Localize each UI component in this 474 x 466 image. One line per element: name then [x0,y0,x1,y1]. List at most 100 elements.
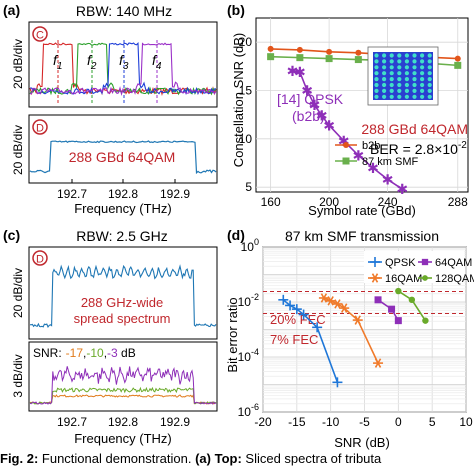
tone-label-letter: f [152,52,158,68]
constellation-point [374,53,379,58]
constellation-point [404,59,409,64]
constellation-point [427,71,432,76]
figure-canvas: (a) RBW: 140 MHz f1 f2 f3 f4 C 20 dB/div D … [3,2,474,450]
constellation-point [412,94,417,99]
panel-a-bottom-ylabel: 20 dB/div [11,125,25,175]
panel-a-top-badge [32,26,48,42]
panel-d-fec-lines [263,291,466,315]
constellation-point [412,88,417,93]
legend-label: QPSK [385,257,416,269]
constellation-point [397,94,402,99]
panel-b-letter: (b) [227,2,245,18]
panel-d-title: 87 km SMF transmission [285,228,439,244]
constellation-point [374,77,379,82]
constellation-point [427,77,432,82]
snr-trace-3 [29,366,217,405]
panel-d-xtick: 5 [429,415,436,429]
data-point: ✱ [294,64,306,80]
inset-background [373,52,433,100]
caption-bold: (a) Top: [195,452,242,466]
panel-c-bottom-ylabel: 3 dB/div [11,354,25,397]
ytick-exponent: -4 [251,347,259,357]
data-point [312,322,323,333]
panel-a-bottom-badge [32,119,48,135]
panel-d-ylabel: Bit error ratio [225,297,240,372]
constellation-point [389,71,394,76]
snr-trace-1 [29,394,217,405]
snr-value-part: -3 [107,346,118,360]
panel-a-xlabel: Frequency (THz) [74,201,172,216]
panel-d-xtick: -10 [322,415,340,429]
constellation-point [382,77,387,82]
panel-a-xtick: 192.8 [108,187,138,201]
ytick-base: 10 [238,295,252,309]
panel-b-legend: b2b 87 km SMF [335,140,419,168]
data-point [408,296,416,304]
panel-d-xlabel: SNR (dB) [334,435,390,450]
constellation-point [374,59,379,64]
panel-a-top-ylabel: 20 dB/div [11,39,25,89]
panel-b-ytick: 20 [239,35,253,49]
snr-value-part: -17 [66,346,84,360]
caption-prefix: Fig. 2: [0,452,39,466]
data-point [394,317,402,325]
constellation-point [382,82,387,88]
panel-b-xlabel: Symbol rate (GBd) [308,203,416,218]
legend-smf-label: 87 km SMF [362,156,419,168]
constellation-point [382,94,387,99]
data-point [352,315,363,325]
data-point [325,296,336,306]
panel-b-xtick: 288 [448,195,468,209]
ytick-base: 10 [238,350,252,364]
legend-b2b-marker [343,142,349,148]
panel-c-top-frame [28,246,218,340]
constellation-point [374,65,379,70]
tone-label-sub: 1 [57,61,63,72]
panel-b-ytick: 5 [245,180,252,194]
panel-a-xtick: 192.7 [57,187,87,201]
constellation-point [427,65,432,70]
panel-a-xticks: 192.7 192.8 192.9 [57,179,190,201]
series-line-star [292,70,403,190]
data-point: ✱ [352,147,364,163]
tone-label-4: f4 [152,52,162,72]
tone-label-3: f3 [119,52,129,72]
snr-trace-2 [29,386,217,405]
snr-value-part: , [83,346,86,360]
constellation-point [404,71,409,76]
constellation-point [382,59,387,64]
panel-d-xtick: -20 [254,415,272,429]
constellation-point [397,71,402,76]
legend-b2b-label: b2b [362,140,380,152]
legend-label: 128QAM [435,273,474,285]
panel-d-ytick: 10-6 [238,402,259,419]
constellation-inset [367,46,439,106]
constellation-point [389,77,394,82]
constellation-point [420,88,425,93]
constellation-point [427,53,432,58]
tone-label-letter: f [119,52,125,68]
panel-b-ber-prefix: BER = 2.8×10 [370,141,458,157]
panel-b: (b) Constellation SNR (dB) 160 200 240 288 5… [227,2,469,218]
legend-label: 64QAM [435,257,472,269]
sliced-spectrum-1 [29,42,217,96]
constellation-point [382,71,387,76]
snr-value-part: -10 [86,346,104,360]
ytick-base: 10 [241,240,255,254]
data-point [339,303,350,313]
constellation-point [412,71,417,76]
panel-c-snr-prefix: SNR: [33,346,62,360]
ytick-base: 10 [238,405,252,419]
panel-a-rbw: RBW: 140 MHz [76,3,172,19]
data-point [454,55,461,62]
data-point: ✱ [382,171,394,187]
constellation-point [412,59,417,64]
panel-a-xtick: 192.9 [160,187,190,201]
panel-d-series [278,287,429,388]
panel-c-xtick: 192.9 [160,415,190,429]
panel-c-xtick: 192.8 [108,415,138,429]
constellation-point [397,77,402,82]
constellation-point [427,82,432,88]
data-point: ✱ [309,97,321,113]
data-point [291,304,302,315]
